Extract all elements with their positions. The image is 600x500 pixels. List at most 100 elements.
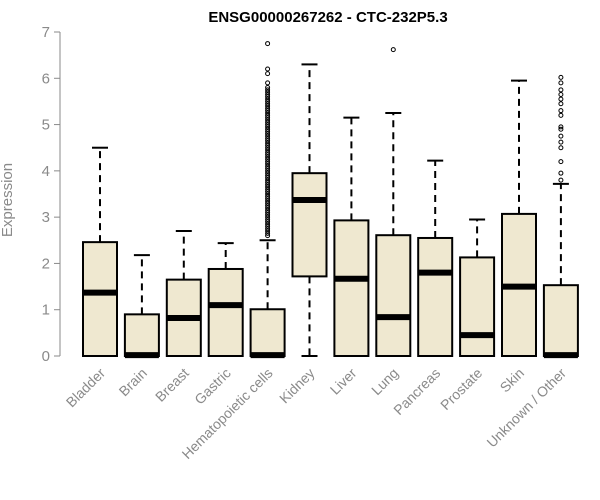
outlier-point (265, 85, 271, 91)
outlier-point (390, 47, 396, 53)
y-tick-label: 7 (42, 24, 50, 41)
outlier-point (558, 145, 564, 151)
outlier-point (265, 71, 271, 77)
x-tick-label: Prostate (437, 365, 485, 413)
outlier-point (265, 135, 271, 141)
outlier-point (265, 149, 271, 155)
box-rect (417, 236, 454, 358)
outlier-point (265, 112, 271, 118)
outlier-point (558, 124, 564, 130)
outlier-point (265, 163, 271, 169)
y-tick-label: 3 (42, 209, 50, 226)
box-rect (123, 313, 160, 358)
box-2 (165, 230, 202, 357)
box-0 (82, 146, 118, 357)
outlier-point (265, 96, 271, 102)
box-rect (207, 267, 244, 357)
outlier-point (265, 200, 271, 206)
outlier-point (558, 91, 564, 97)
y-tick-label: 6 (42, 70, 50, 87)
outlier-point (265, 129, 271, 135)
outlier-point (265, 89, 271, 95)
box-7 (375, 47, 412, 358)
outlier-point (265, 205, 271, 211)
outlier-point (265, 193, 271, 199)
outlier-point (265, 159, 271, 165)
outlier-point (265, 191, 271, 197)
outlier-point (265, 228, 271, 234)
outlier-point (265, 186, 271, 192)
outlier-point (265, 203, 271, 209)
y-tick-label: 0 (42, 348, 50, 365)
outlier-point (265, 198, 271, 204)
x-tick-label: Liver (327, 365, 360, 398)
outlier-point (265, 91, 271, 97)
outlier-point (265, 230, 271, 236)
outlier-point (558, 96, 564, 102)
outlier-point (265, 189, 271, 195)
x-tick-label: Breast (152, 365, 192, 405)
outlier-point (265, 182, 271, 188)
y-tick-label: 2 (42, 255, 50, 272)
outlier-point (265, 179, 271, 185)
outlier-point (265, 223, 271, 229)
box-10 (501, 79, 537, 357)
outlier-point (558, 139, 564, 145)
boxes-group (82, 41, 579, 359)
outlier-point (558, 74, 564, 80)
outlier-point (265, 142, 271, 148)
box-rect (375, 234, 412, 358)
x-tick-label: Bladder (63, 365, 109, 411)
box-8 (417, 159, 454, 358)
x-tick-label: Kidney (276, 365, 318, 407)
box-11 (542, 74, 579, 359)
y-tick-label: 1 (42, 302, 50, 319)
x-tick-label: Lung (368, 365, 401, 398)
outlier-point (265, 170, 271, 176)
x-tick-label: Unknown / Other (483, 365, 569, 451)
outlier-point (558, 80, 564, 86)
outlier-point (265, 210, 271, 216)
outlier-point (265, 196, 271, 202)
outlier-point (265, 124, 271, 130)
outlier-point (265, 117, 271, 123)
outlier-point (265, 98, 271, 104)
outlier-point (265, 115, 271, 121)
y-axis: 0 1 2 3 4 5 6 7 (42, 24, 61, 365)
outlier-point (558, 112, 564, 118)
y-tick-label: 5 (42, 117, 50, 134)
outlier-point (265, 212, 271, 218)
outlier-point (265, 119, 271, 125)
outlier-point (265, 156, 271, 162)
y-axis-label: Expression (0, 163, 16, 237)
outlier-point (265, 216, 271, 222)
outlier-point (265, 105, 271, 111)
outlier-point (265, 172, 271, 178)
box-1 (123, 254, 160, 359)
box-rect (249, 308, 286, 358)
box-rect (542, 284, 579, 358)
box-6 (333, 116, 370, 357)
x-tick-label: Pancreas (390, 365, 443, 418)
outlier-point (265, 126, 271, 132)
outlier-point (265, 219, 271, 225)
outlier-point (265, 145, 271, 151)
box-rect (459, 256, 496, 358)
x-tick-label: Skin (497, 365, 528, 396)
outlier-point (265, 168, 271, 174)
outlier-point (265, 152, 271, 158)
box-rect (82, 241, 118, 357)
outlier-point (558, 126, 564, 132)
outlier-point (558, 101, 564, 107)
outlier-point (265, 166, 271, 172)
outlier-point (265, 184, 271, 190)
outlier-point (265, 87, 271, 93)
outlier-point (265, 221, 271, 227)
outlier-point (265, 207, 271, 213)
outlier-point (265, 122, 271, 128)
outlier-point (265, 41, 271, 47)
outlier-point (265, 147, 271, 153)
outlier-point (558, 177, 564, 183)
